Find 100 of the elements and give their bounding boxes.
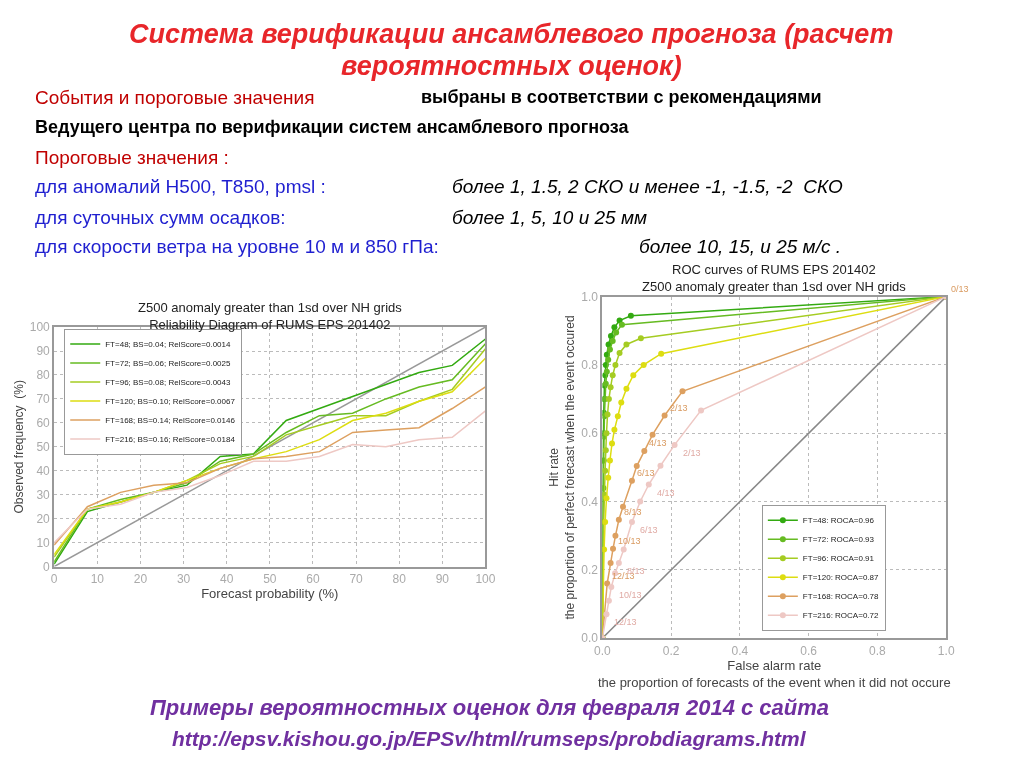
text: вероятностных оценок) [341,51,682,81]
annotation: 0/13 [951,284,969,294]
point [640,361,647,368]
point [605,474,612,481]
y-tick-label: 30 [36,487,51,502]
legend-label: FT=96: ROCA=0.91 [802,554,875,564]
text: более 1, 1.5, 2 СКО и менее -1, -1.5, -2 СКО [452,176,843,197]
legend-label: FT=72; BS=0.06; RelScore=0.0025 [105,359,231,369]
point [618,321,625,328]
point [641,448,648,455]
annotation: 4/13 [657,488,675,498]
x-axis-title: Forecast probability (%) [201,586,339,602]
x-tick-label: 30 [176,572,191,587]
text: События и пороговые значения [35,87,315,108]
point [607,560,614,567]
annotation: 6/13 [640,525,658,535]
text: для аномалий H500, T850, pmsl : [35,176,326,197]
x-tick-label: 0.4 [731,643,749,658]
y-tick-label: 0.8 [581,358,599,373]
x-tick-label: 70 [349,572,364,587]
line-series [54,410,486,544]
x-tick-label: 90 [435,572,450,587]
point [661,412,668,419]
point [620,546,627,553]
point [637,335,644,342]
point [649,431,656,438]
point [637,498,644,505]
y-tick-label: 100 [29,320,51,335]
point [615,516,622,523]
point [627,312,634,319]
x-axis-title: False alarm rate the proportion of forecasts of the event when it did not occure [597,657,951,690]
point [609,338,616,345]
point [605,597,612,604]
chart-title: ROC curves of RUMS EPS 201402 Z500 anomaly greater than 1sd over NH grids [642,262,907,294]
y-tick-label: 20 [36,511,51,526]
x-tick-label: 40 [220,572,234,587]
point [633,463,640,470]
annotation: 6/13 [637,468,655,478]
point [628,519,635,526]
x-tick-label: 80 [392,572,407,587]
point [620,503,626,510]
annotation: 2/13 [670,403,688,413]
y-tick-label: 80 [36,368,51,383]
legend-label: FT=72: ROCA=0.93 [802,535,875,545]
y-tick-label: 50 [36,440,51,455]
x-tick-label: 1.0 [937,643,955,658]
point [614,413,621,420]
legend-label: FT=96; BS=0.08; RelScore=0.0043 [105,378,231,388]
text: http://epsv.kishou.go.jp/EPSv/html/rumseps/probdiagrams.html [172,727,807,750]
text: более 10, 15, и 25 м/с . [639,236,841,257]
point [606,457,613,464]
annotation: 8/13 [624,507,642,517]
y-tick-label: 0 [43,559,51,574]
x-tick-label: 10 [90,572,105,587]
text: для скорости ветра на уровне 10 м и 850 гПа: [35,236,439,257]
y-axis-title: Hit rate the proportion of perfect forecast when the event occured [547,315,578,620]
annotation: 10/13 [619,590,642,600]
text: выбраны в соответствии с рекомендациями [421,87,822,107]
point [602,467,609,474]
point [615,560,622,567]
point [698,407,705,414]
x-tick-label: 60 [306,572,320,587]
x-tick-label: 0.0 [594,643,612,658]
point [657,462,664,469]
y-tick-label: 70 [36,392,51,407]
point [609,440,615,447]
legend-label: FT=216: ROCA=0.72 [802,611,879,621]
point [616,349,623,356]
y-tick-label: 90 [36,344,51,359]
text: для суточных сумм осадков: [35,207,286,228]
legend-label: FT=168; BS=0.14; RelScore=0.0146 [105,416,236,426]
point [645,481,652,488]
text: Система верификации ансамблевого прогноза (расчет [129,19,894,49]
legend-label: FT=216; BS=0.16; RelScore=0.0184 [105,435,236,445]
point [603,611,610,618]
point [603,368,610,375]
legend-label: FT=120; BS=0.10; RelScore=0.0067 [105,397,236,407]
point [603,495,610,502]
x-tick-label: 0.8 [869,643,887,658]
annotation: 12/13 [612,571,635,581]
text: Ведущего центра по верификации систем ансамблевого прогноза [35,117,630,137]
point [612,361,619,368]
annotation: 2/13 [683,448,701,458]
point [679,388,686,395]
x-tick-label: 0.6 [800,643,818,658]
point [606,346,613,353]
legend-label: FT=120: ROCA=0.87 [802,573,879,583]
point [623,341,630,348]
point [630,372,637,379]
y-tick-label: 10 [36,535,51,550]
chart-title: Z500 anomaly greater than 1sd over NH grids Reliability Diagram of RUMS EPS 201402 [138,300,403,332]
point [602,447,609,454]
legend-label: FT=48: ROCA=0.96 [802,516,875,526]
point [611,426,618,433]
x-tick-label: 50 [263,572,277,587]
point [608,584,615,591]
x-tick-label: 100 [475,572,496,587]
text: Примеры вероятностных оценок для февраля 2014 с сайта [150,695,830,720]
point [623,385,630,392]
line-series [54,386,486,546]
